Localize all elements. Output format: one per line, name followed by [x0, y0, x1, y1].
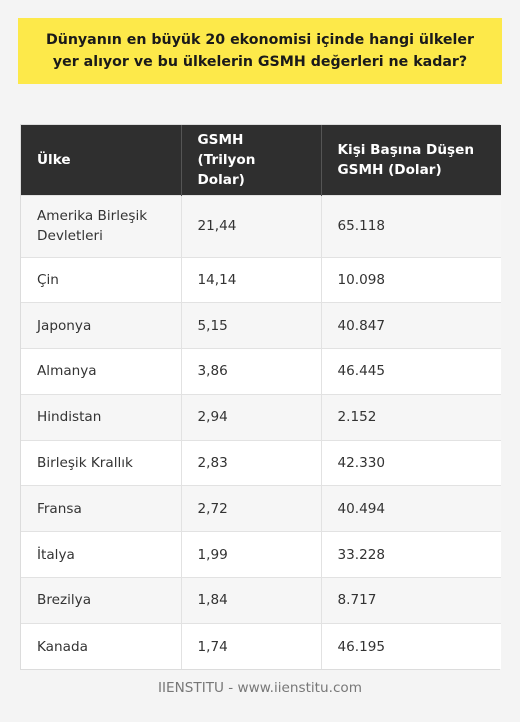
cell-gnp-per-capita: 8.717 [321, 577, 501, 624]
column-header-gnp-per-capita: Kişi Başına Düşen GSMH (Dolar) [321, 125, 501, 195]
page-title: Dünyanın en büyük 20 ekonomisi içinde ha… [45, 32, 475, 70]
cell-gnp-per-capita: 46.445 [321, 348, 501, 395]
cell-gnp: 5,15 [181, 302, 322, 349]
table-row: İtalya 1,99 33.228 [21, 531, 501, 578]
cell-country: Kanada [21, 622, 182, 670]
cell-gnp: 1,99 [181, 531, 322, 578]
cell-country: İtalya [21, 531, 182, 578]
cell-gnp-per-capita: 2.152 [321, 393, 501, 441]
cell-gnp-per-capita: 40.847 [321, 302, 501, 349]
gdp-table: Ülke GSMH (Trilyon Dolar) Kişi Başına Dü… [21, 125, 501, 670]
cell-gnp: 2,83 [181, 439, 322, 486]
table-row: Çin 14,14 10.098 [21, 256, 501, 303]
cell-gnp-per-capita: 46.195 [321, 622, 501, 670]
cell-gnp-per-capita: 65.118 [321, 194, 501, 257]
cell-gnp: 21,44 [181, 194, 322, 257]
cell-gnp: 2,94 [181, 393, 322, 441]
cell-gnp-per-capita: 42.330 [321, 439, 501, 486]
cell-country: Fransa [21, 485, 182, 532]
cell-gnp: 1,74 [181, 622, 322, 670]
table-row: Amerika Birleşik Devletleri 21,44 65.118 [21, 194, 501, 257]
table-row: Hindistan 2,94 2.152 [21, 393, 501, 441]
cell-country: Çin [21, 256, 182, 303]
column-header-gnp: GSMH (Trilyon Dolar) [181, 125, 322, 195]
table-row: Kanada 1,74 46.195 [21, 622, 501, 670]
table-row: Brezilya 1,84 8.717 [21, 577, 501, 624]
cell-gnp-per-capita: 10.098 [321, 256, 501, 303]
title-banner: Dünyanın en büyük 20 ekonomisi içinde ha… [18, 18, 502, 84]
table-header-row: Ülke GSMH (Trilyon Dolar) Kişi Başına Dü… [21, 125, 501, 195]
cell-country: Japonya [21, 302, 182, 349]
cell-country: Amerika Birleşik Devletleri [21, 194, 182, 257]
cell-country: Birleşik Krallık [21, 439, 182, 486]
cell-country: Almanya [21, 348, 182, 395]
cell-gnp: 3,86 [181, 348, 322, 395]
gdp-table-container: Ülke GSMH (Trilyon Dolar) Kişi Başına Dü… [20, 124, 501, 671]
cell-country: Brezilya [21, 577, 182, 624]
cell-gnp: 1,84 [181, 577, 322, 624]
cell-gnp: 14,14 [181, 256, 322, 303]
cell-gnp-per-capita: 40.494 [321, 485, 501, 532]
column-header-country: Ülke [21, 125, 182, 195]
cell-gnp: 2,72 [181, 485, 322, 532]
cell-country: Hindistan [21, 393, 182, 441]
table-row: Almanya 3,86 46.445 [21, 348, 501, 395]
table-row: Fransa 2,72 40.494 [21, 485, 501, 532]
table-row: Birleşik Krallık 2,83 42.330 [21, 439, 501, 486]
cell-gnp-per-capita: 33.228 [321, 531, 501, 578]
footer-credit: IIENSTITU - www.iienstitu.com [158, 680, 362, 696]
table-row: Japonya 5,15 40.847 [21, 302, 501, 349]
